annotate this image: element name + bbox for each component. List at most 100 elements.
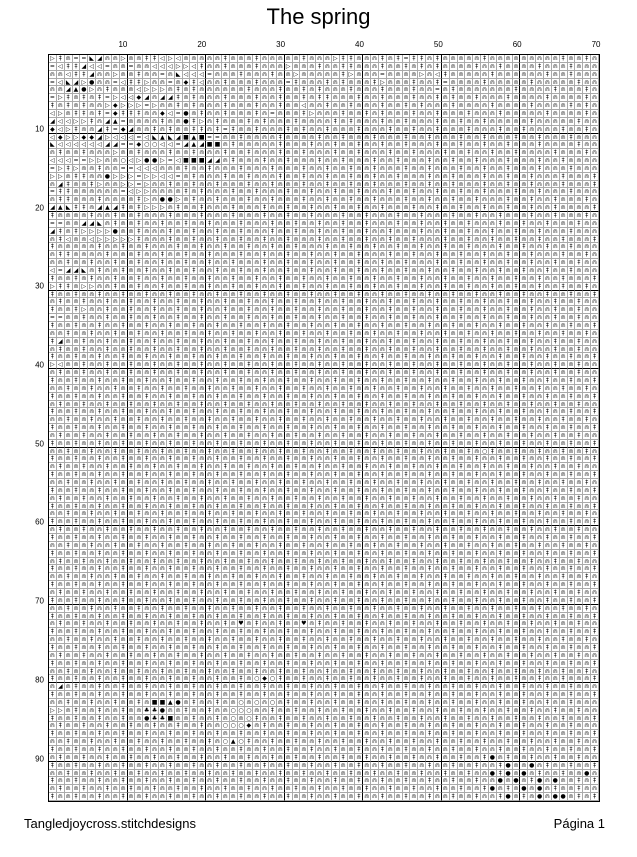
grid-cell: ‡ — [567, 471, 576, 480]
grid-cell: ⋒ — [56, 290, 65, 299]
grid-cell: ⋒ — [363, 392, 372, 401]
grid-cell: ⋒ — [441, 298, 450, 307]
grid-cell: ‡ — [418, 573, 427, 582]
grid-cell: ⋒ — [56, 392, 65, 401]
grid-cell: ‡ — [591, 534, 599, 542]
grid-cell: ‡ — [465, 282, 474, 291]
grid-cell: ‡ — [104, 400, 112, 409]
grid-cell: ⋒ — [229, 345, 238, 354]
grid-cell: ⋒ — [151, 267, 159, 275]
grid-cell: ⋒ — [245, 408, 254, 417]
grid-cell: ⋒ — [575, 235, 584, 244]
grid-cell: ‡ — [441, 70, 450, 79]
grid-cell: ‡ — [551, 306, 560, 315]
grid-cell: ‡ — [355, 94, 364, 103]
grid-cell: = — [49, 219, 57, 228]
grid-cell: ⋒ — [551, 565, 560, 574]
grid-cell: ⋒ — [449, 188, 458, 197]
grid-cell: ‡ — [56, 400, 65, 409]
grid-cell: ‡ — [324, 282, 332, 291]
grid-cell: ⋒ — [174, 439, 183, 448]
grid-cell: = — [49, 164, 57, 173]
grid-cell: ⋒ — [261, 86, 269, 95]
grid-cell: ‡ — [190, 180, 199, 189]
grid-cell: ‡ — [88, 180, 97, 189]
grid-cell: ⋒ — [489, 62, 497, 71]
grid-cell: ⋒ — [261, 526, 269, 534]
grid-cell: ⋒ — [331, 78, 340, 87]
grid-cell: ⋒ — [489, 86, 497, 95]
grid-cell: ⋒ — [182, 534, 191, 542]
grid-cell: ‡ — [269, 369, 277, 377]
grid-cell: ‡ — [575, 337, 584, 346]
grid-cell: ‡ — [331, 534, 340, 542]
grid-cell: ◣ — [64, 204, 73, 213]
grid-cell: ‡ — [88, 604, 97, 613]
grid-cell: ⋒ — [214, 243, 222, 252]
grid-cell: ⋒ — [457, 267, 466, 275]
grid-cell: ‡ — [418, 212, 427, 220]
grid-cell: ⋒ — [135, 439, 144, 448]
grid-cell: ‡ — [457, 494, 466, 503]
grid-cell: ⋒ — [80, 384, 89, 393]
grid-cell: ⋒ — [559, 164, 568, 173]
grid-cell: ⋒ — [56, 329, 65, 338]
grid-cell: ⋒ — [292, 376, 301, 385]
grid-cell: ‡ — [371, 329, 379, 338]
grid-cell: ⋒ — [473, 431, 482, 440]
grid-cell: ‡ — [308, 212, 317, 220]
grid-cell: ⋒ — [575, 471, 584, 480]
grid-cell: ◢ — [127, 125, 136, 134]
grid-cell: ⋒ — [473, 55, 482, 63]
grid-cell: ‡ — [575, 141, 584, 150]
grid-cell: ⋒ — [457, 219, 466, 228]
grid-cell: ⋒ — [143, 235, 152, 244]
grid-cell: ⋒ — [135, 424, 144, 432]
grid-cell: ⋒ — [96, 510, 104, 519]
grid-cell: ⋒ — [386, 109, 395, 118]
grid-cell: ‡ — [143, 502, 152, 511]
grid-cell: ⋒ — [434, 102, 442, 110]
grid-cell: ‡ — [355, 251, 364, 260]
grid-cell: ⋒ — [496, 314, 505, 322]
grid-cell: ‡ — [269, 298, 277, 307]
grid-cell: ⋒ — [544, 62, 552, 71]
grid-cell: ⋒ — [300, 471, 309, 480]
grid-cell: ‡ — [198, 494, 207, 503]
grid-cell: ⋒ — [229, 549, 238, 558]
grid-cell: ⋒ — [544, 117, 552, 126]
grid-cell: ⋒ — [111, 55, 120, 63]
grid-cell: ⋒ — [49, 510, 57, 519]
grid-cell: ⋒ — [583, 188, 592, 197]
grid-cell: ⋒ — [276, 290, 285, 299]
grid-cell: ⋒ — [284, 345, 293, 354]
grid-cell: ‡ — [528, 306, 537, 315]
grid-cell: ‡ — [465, 219, 474, 228]
grid-cell: ⋒ — [229, 149, 238, 158]
grid-cell: ⋒ — [544, 259, 552, 268]
grid-cell: ‡ — [575, 431, 584, 440]
grid-cell: ⋒ — [536, 494, 544, 503]
grid-cell: ⋒ — [418, 376, 427, 385]
grid-cell: ⋒ — [410, 447, 419, 456]
grid-cell: ⋒ — [410, 282, 419, 291]
grid-cell: ⋒ — [489, 494, 497, 503]
grid-cell: ⋒ — [253, 534, 262, 542]
grid-cell: ⋒ — [473, 526, 482, 534]
grid-cell: ⋒ — [528, 486, 537, 495]
grid-cell: ⋒ — [402, 526, 411, 534]
grid-cell: = — [72, 55, 81, 63]
grid-cell: ‡ — [496, 125, 505, 134]
grid-cell: ‡ — [64, 62, 73, 71]
grid-cell: ⋒ — [269, 447, 277, 456]
grid-cell: ⋒ — [72, 479, 81, 487]
grid-cell: ⋒ — [481, 439, 489, 448]
grid-cell: ⋒ — [481, 424, 489, 432]
grid-cell: ⋒ — [56, 439, 65, 448]
grid-cell: ⋒ — [214, 604, 222, 613]
grid-cell: ⋒ — [300, 345, 309, 354]
grid-cell: ⋒ — [363, 267, 372, 275]
grid-cell: ▷ — [143, 196, 152, 205]
grid-cell: ⋒ — [190, 109, 199, 118]
grid-cell: ‡ — [96, 353, 104, 362]
